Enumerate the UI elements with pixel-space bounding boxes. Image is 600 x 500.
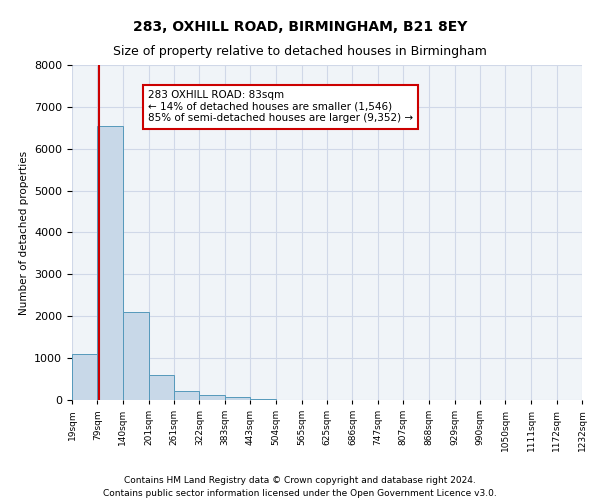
- Text: Contains public sector information licensed under the Open Government Licence v3: Contains public sector information licen…: [103, 488, 497, 498]
- Bar: [72, 354, 97, 400]
- Bar: [123, 312, 149, 400]
- Bar: [149, 375, 174, 400]
- Bar: [225, 396, 250, 400]
- Text: 283 OXHILL ROAD: 83sqm
← 14% of detached houses are smaller (1,546)
85% of semi-: 283 OXHILL ROAD: 83sqm ← 14% of detached…: [148, 90, 413, 124]
- Text: Contains HM Land Registry data © Crown copyright and database right 2024.: Contains HM Land Registry data © Crown c…: [124, 476, 476, 485]
- Text: Size of property relative to detached houses in Birmingham: Size of property relative to detached ho…: [113, 45, 487, 58]
- Text: 283, OXHILL ROAD, BIRMINGHAM, B21 8EY: 283, OXHILL ROAD, BIRMINGHAM, B21 8EY: [133, 20, 467, 34]
- Bar: [199, 396, 225, 400]
- Bar: [174, 391, 199, 400]
- Bar: [97, 126, 123, 400]
- Bar: [250, 398, 276, 400]
- Y-axis label: Number of detached properties: Number of detached properties: [19, 150, 29, 314]
